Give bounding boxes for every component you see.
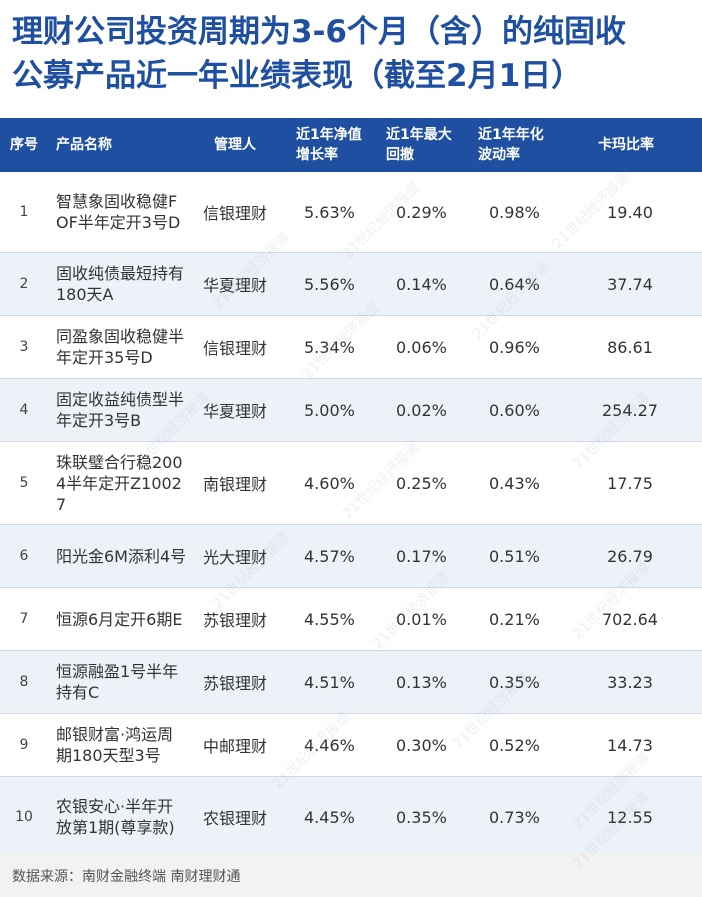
manager-name: 信银理财 xyxy=(203,204,268,223)
row-index: 3 xyxy=(19,339,29,355)
header-idx: 序号 xyxy=(10,137,38,153)
table-row: 7 恒源6月定开6期E 苏银理财 4.55% 0.01% 0.21% 702.64 xyxy=(0,588,702,651)
table-row: 8 恒源融盈1号半年持有C 苏银理财 4.51% 0.13% 0.35% 33.23 xyxy=(0,651,702,714)
volatility-value: 0.98% xyxy=(489,202,540,222)
title-line-2: 公募产品近一年业绩表现（截至2月1日） xyxy=(12,58,583,94)
calmar-value: 86.61 xyxy=(607,337,653,357)
drawdown-value: 0.17% xyxy=(396,546,447,566)
row-index: 6 xyxy=(19,548,29,564)
calmar-value: 17.75 xyxy=(607,473,653,493)
manager-name: 苏银理财 xyxy=(203,611,268,630)
drawdown-value: 0.29% xyxy=(396,202,447,222)
product-name: 固定收益纯债型半年定开3号B xyxy=(56,390,185,430)
volatility-value: 0.60% xyxy=(489,400,540,420)
manager-name: 光大理财 xyxy=(203,548,268,567)
table-row: 6 阳光金6M添利4号 光大理财 4.57% 0.17% 0.51% 26.79 xyxy=(0,525,702,588)
table-row: 3 同盈象固收稳健半年定开35号D 信银理财 5.34% 0.06% 0.96% 86.61 xyxy=(0,316,702,379)
calmar-value: 37.74 xyxy=(607,274,653,294)
product-name: 邮银财富·鸿运周期180天型3号 xyxy=(56,725,174,765)
manager-name: 农银理财 xyxy=(203,809,268,828)
drawdown-value: 0.01% xyxy=(396,609,447,629)
table-body: 1 智慧象固收稳健FOF半年定开3号D 信银理财 5.63% 0.29% 0.98% 19.… xyxy=(0,172,702,858)
growth-value: 5.63% xyxy=(304,202,355,222)
volatility-value: 0.52% xyxy=(489,735,540,755)
manager-name: 中邮理财 xyxy=(203,737,268,756)
growth-value: 4.45% xyxy=(304,807,355,827)
growth-value: 4.46% xyxy=(304,735,355,755)
drawdown-value: 0.14% xyxy=(396,274,447,294)
product-name: 珠联璧合行稳2004半年定开Z10027 xyxy=(56,452,183,514)
header-drawdown: 近1年最大 回撤 xyxy=(386,127,452,163)
volatility-value: 0.35% xyxy=(489,672,540,692)
growth-value: 4.55% xyxy=(304,609,355,629)
header-manager: 管理人 xyxy=(214,137,256,153)
volatility-value: 0.51% xyxy=(489,546,540,566)
growth-value: 4.51% xyxy=(304,672,355,692)
performance-table: 序号 产品名称 管理人 近1年净值 增长率 近1年最大 回撤 近1年年化 波动率… xyxy=(0,118,702,858)
table-row: 2 固收纯债最短持有180天A 华夏理财 5.56% 0.14% 0.64% 37.74 xyxy=(0,253,702,316)
title-line-1: 理财公司投资周期为3-6个月（含）的纯固收 xyxy=(12,14,627,50)
growth-value: 4.57% xyxy=(304,546,355,566)
calmar-value: 14.73 xyxy=(607,735,653,755)
growth-value: 5.00% xyxy=(304,400,355,420)
drawdown-value: 0.30% xyxy=(396,735,447,755)
calmar-value: 26.79 xyxy=(607,546,653,566)
volatility-value: 0.96% xyxy=(489,337,540,357)
product-name: 恒源融盈1号半年持有C xyxy=(56,662,179,702)
calmar-value: 33.23 xyxy=(607,672,653,692)
manager-name: 南银理财 xyxy=(203,475,268,494)
header-growth: 近1年净值 增长率 xyxy=(296,127,362,163)
volatility-value: 0.43% xyxy=(489,473,540,493)
volatility-value: 0.64% xyxy=(489,274,540,294)
calmar-value: 19.40 xyxy=(607,202,653,222)
drawdown-value: 0.25% xyxy=(396,473,447,493)
table-row: 5 珠联璧合行稳2004半年定开Z10027 南银理财 4.60% 0.25% 0.43%… xyxy=(0,442,702,525)
product-name: 阳光金6M添利4号 xyxy=(56,546,187,566)
header-name: 产品名称 xyxy=(56,137,112,153)
drawdown-value: 0.35% xyxy=(396,807,447,827)
drawdown-value: 0.02% xyxy=(396,400,447,420)
row-index: 4 xyxy=(19,402,29,418)
table-row: 4 固定收益纯债型半年定开3号B 华夏理财 5.00% 0.02% 0.60% 254.27 xyxy=(0,379,702,442)
calmar-value: 12.55 xyxy=(607,807,653,827)
row-index: 7 xyxy=(19,611,29,627)
product-name: 智慧象固收稳健FOF半年定开3号D xyxy=(56,192,181,232)
row-index: 2 xyxy=(19,276,29,292)
growth-value: 5.34% xyxy=(304,337,355,357)
row-index: 8 xyxy=(19,674,29,690)
page-title: 理财公司投资周期为3-6个月（含）的纯固收 公募产品近一年业绩表现（截至2月1日… xyxy=(12,10,692,98)
manager-name: 苏银理财 xyxy=(203,674,268,693)
row-index: 9 xyxy=(19,737,29,753)
product-name: 固收纯债最短持有180天A xyxy=(56,264,185,304)
product-name: 农银安心·半年开放第1期(尊享款) xyxy=(56,797,175,837)
volatility-value: 0.73% xyxy=(489,807,540,827)
header-calmar: 卡玛比率 xyxy=(598,137,654,153)
manager-name: 华夏理财 xyxy=(203,276,268,295)
footer: 数据来源：南财金融终端 南财理财通 xyxy=(0,852,702,897)
row-index: 1 xyxy=(19,204,29,220)
table-row: 1 智慧象固收稳健FOF半年定开3号D 信银理财 5.63% 0.29% 0.98% 19.… xyxy=(0,172,702,253)
manager-name: 信银理财 xyxy=(203,339,268,358)
table-header: 序号 产品名称 管理人 近1年净值 增长率 近1年最大 回撤 近1年年化 波动率… xyxy=(0,118,702,172)
calmar-value: 702.64 xyxy=(602,609,658,629)
drawdown-value: 0.06% xyxy=(396,337,447,357)
manager-name: 华夏理财 xyxy=(203,402,268,421)
source-note: 数据来源：南财金融终端 南财理财通 xyxy=(12,869,241,885)
growth-value: 4.60% xyxy=(304,473,355,493)
row-index: 10 xyxy=(15,809,33,825)
product-name: 恒源6月定开6期E xyxy=(56,609,183,629)
row-index: 5 xyxy=(19,475,29,491)
table-row: 9 邮银财富·鸿运周期180天型3号 中邮理财 4.46% 0.30% 0.52% 14.7… xyxy=(0,714,702,777)
volatility-value: 0.21% xyxy=(489,609,540,629)
drawdown-value: 0.13% xyxy=(396,672,447,692)
growth-value: 5.56% xyxy=(304,274,355,294)
table-row: 10 农银安心·半年开放第1期(尊享款) 农银理财 4.45% 0.35% 0.73% 12… xyxy=(0,777,702,858)
header-volatility: 近1年年化 波动率 xyxy=(478,127,544,163)
calmar-value: 254.27 xyxy=(602,400,658,420)
product-name: 同盈象固收稳健半年定开35号D xyxy=(56,327,185,367)
